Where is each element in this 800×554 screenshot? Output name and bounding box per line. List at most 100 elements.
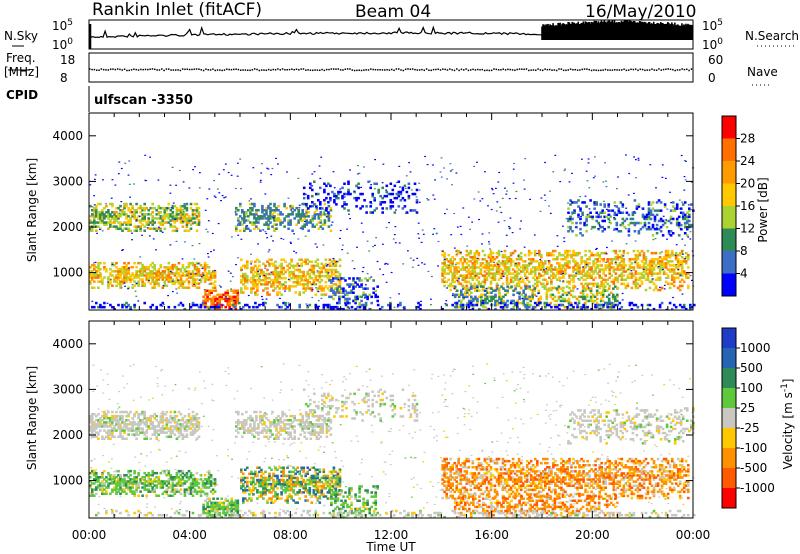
rti-cell: [524, 297, 527, 301]
rti-cell: [670, 253, 674, 257]
rti-cell: [600, 282, 603, 286]
rti-cell: [115, 215, 118, 218]
rti-cell: [564, 256, 567, 259]
rti-cell: [658, 264, 662, 267]
rti-cell: [287, 215, 290, 218]
rti-cell: [149, 227, 152, 230]
rti-cell: [680, 274, 684, 277]
rti-cell: [161, 278, 165, 281]
rti-cell: [523, 266, 527, 269]
rti-cell: [650, 266, 654, 269]
rti-cell: [385, 190, 389, 194]
rti-cell: [647, 211, 651, 214]
rti-cell: [572, 284, 575, 288]
rti-point: [264, 267, 266, 269]
rti-cell: [266, 276, 269, 280]
rti-point: [586, 180, 589, 182]
nave-label: Nave: [747, 65, 778, 79]
rti-cell: [99, 215, 102, 218]
rti-cell: [527, 258, 531, 261]
rti-cell: [666, 256, 670, 259]
rti-cell: [266, 283, 269, 286]
rti-cell: [664, 251, 668, 255]
rti-cell: [113, 217, 116, 220]
rti-cell: [453, 280, 456, 284]
rti-cell: [304, 279, 307, 282]
rti-cell: [576, 270, 579, 273]
rti-cell: [616, 287, 619, 290]
rti-cell: [235, 225, 238, 228]
rti-point: [169, 270, 172, 273]
rti-cell: [127, 303, 130, 307]
rti-cell: [542, 266, 545, 269]
freq-point: [330, 68, 333, 70]
rti-cell: [141, 263, 144, 267]
rti-cell: [515, 278, 519, 281]
rti-cell: [254, 279, 257, 282]
rti-cell: [604, 264, 607, 267]
rti-cell: [585, 215, 588, 219]
rti-cell: [577, 205, 580, 208]
rti-cell: [175, 206, 179, 210]
rti-cell: [642, 262, 646, 265]
rti-cell: [482, 287, 485, 290]
rti-cell: [240, 279, 243, 282]
rti-point: [126, 305, 129, 308]
rti-point: [621, 299, 624, 301]
rti-cell: [538, 251, 541, 255]
rti-cell: [199, 278, 203, 281]
rti-cell: [477, 280, 481, 284]
rti-cell: [342, 295, 345, 299]
rti-cell: [579, 291, 583, 294]
rti-cell: [557, 291, 561, 294]
rti-cell: [521, 264, 525, 267]
rti-cell: [125, 266, 128, 269]
rti-cell: [290, 272, 293, 276]
rti-cell: [250, 270, 253, 274]
rti-cell: [236, 289, 240, 292]
rti-cell: [550, 264, 553, 267]
rti-cell: [387, 303, 390, 307]
rti-cell: [212, 301, 215, 305]
rti-cell: [278, 283, 281, 286]
rti-cell: [688, 213, 691, 217]
rti-cell: [512, 307, 515, 311]
rti-cell: [586, 282, 589, 286]
rti-cell: [680, 262, 684, 265]
rti-cell: [535, 301, 539, 305]
rti-cell: [204, 291, 207, 294]
rti-cell: [206, 297, 209, 301]
rti-cell: [298, 293, 301, 296]
rti-point: [437, 240, 440, 243]
rti-cell: [135, 274, 138, 277]
rti-point: [339, 229, 342, 232]
rti-point: [163, 303, 165, 305]
rti-cell: [656, 258, 660, 261]
rti-cell: [531, 291, 534, 294]
rti-cell: [360, 283, 363, 286]
rti-cell: [246, 274, 249, 278]
rti-cell: [249, 221, 252, 224]
rti-cell: [137, 280, 140, 283]
rti-cell: [572, 274, 575, 277]
rti-cell: [455, 262, 458, 265]
rti-cell: [634, 280, 638, 284]
freq-point: [446, 69, 449, 71]
rti-cell: [500, 297, 503, 301]
rti-point: [652, 239, 655, 241]
rti-cell: [218, 297, 221, 301]
rti-cell: [579, 221, 582, 225]
rti-cell: [266, 268, 269, 272]
rti-point: [684, 258, 686, 260]
rti-cell: [197, 270, 201, 273]
rti-cell: [262, 301, 265, 305]
rti-cell: [167, 276, 171, 279]
rti-cell: [274, 260, 277, 263]
rti-point: [375, 237, 377, 239]
rti-cell: [536, 260, 539, 263]
rti-cell: [562, 280, 565, 284]
rti-cell: [397, 205, 401, 208]
rti-cell: [336, 291, 340, 294]
rti-cell: [461, 276, 465, 279]
rti-cell: [284, 307, 287, 311]
